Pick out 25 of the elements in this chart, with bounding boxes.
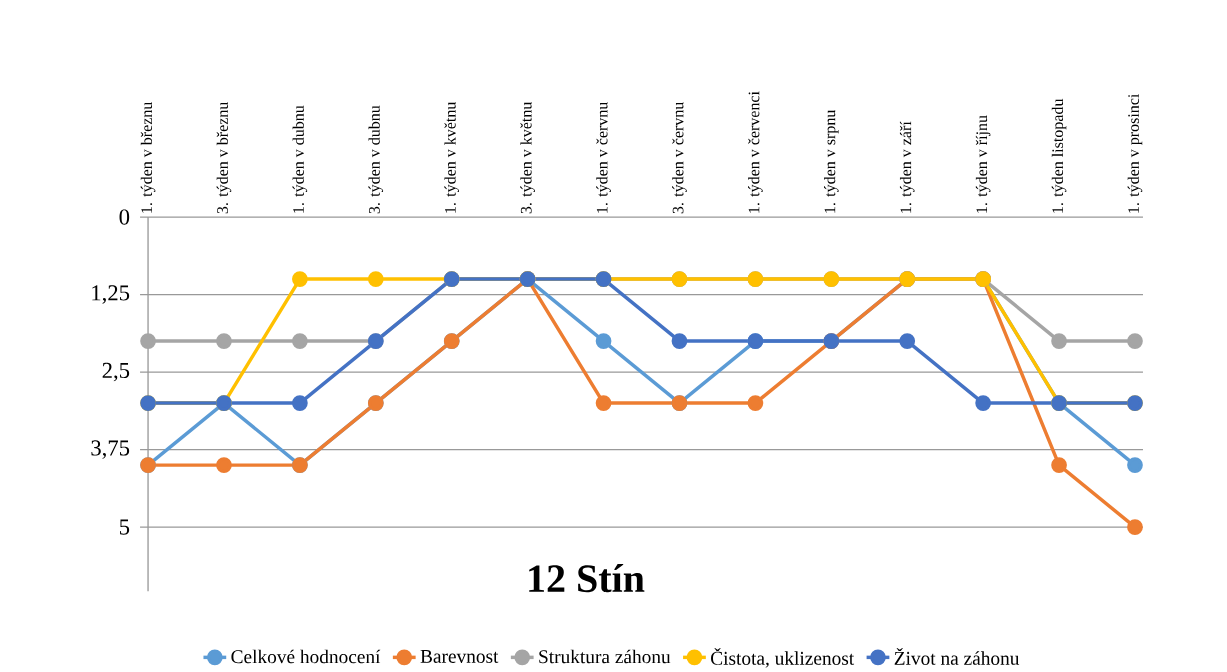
x-tick-label: 1. týden v březnu [140,101,156,213]
x-tick-label: 1. týden v říjnu [975,115,991,213]
x-tick-label: 3. týden v březnu [216,101,232,214]
y-tick-label: 3,75 [91,440,130,459]
x-tick-label: 3. týden v červnu [672,101,687,214]
legend-label: Život na záhonu [894,648,1020,665]
x-tick-label: 1. týden v červnu [596,101,611,213]
y-tick-label: 5 [119,519,130,535]
legend-label: Barevnost [420,650,499,663]
x-tick-label: 1. týden v květnu [444,101,460,213]
x-tick-label: 1. týden listopadu [1051,98,1067,213]
y-tick-label: 0 [119,209,130,225]
legend-label: Celkové hodnocení [231,649,381,664]
legend-label: Čistota, uklizenost [711,648,855,668]
legend-label: Struktura záhonu [539,649,671,664]
x-tick-label: 1. týden v červenci [748,91,763,213]
x-tick-label: 1. týden v září [899,121,915,213]
x-tick-label: 3. týden v dubnu [368,105,384,214]
y-tick-label: 2,5 [102,362,130,382]
x-tick-label: 3. týden v květnu [520,101,535,214]
y-tick-label: 1,25 [92,285,130,304]
text: 12 Stín [529,564,645,593]
x-tick-label: 1. týden v prosinci [1127,93,1143,213]
x-tick-label: 1. týden v srpnu [824,109,839,213]
x-tick-label: 1. týden v dubnu [292,105,308,213]
